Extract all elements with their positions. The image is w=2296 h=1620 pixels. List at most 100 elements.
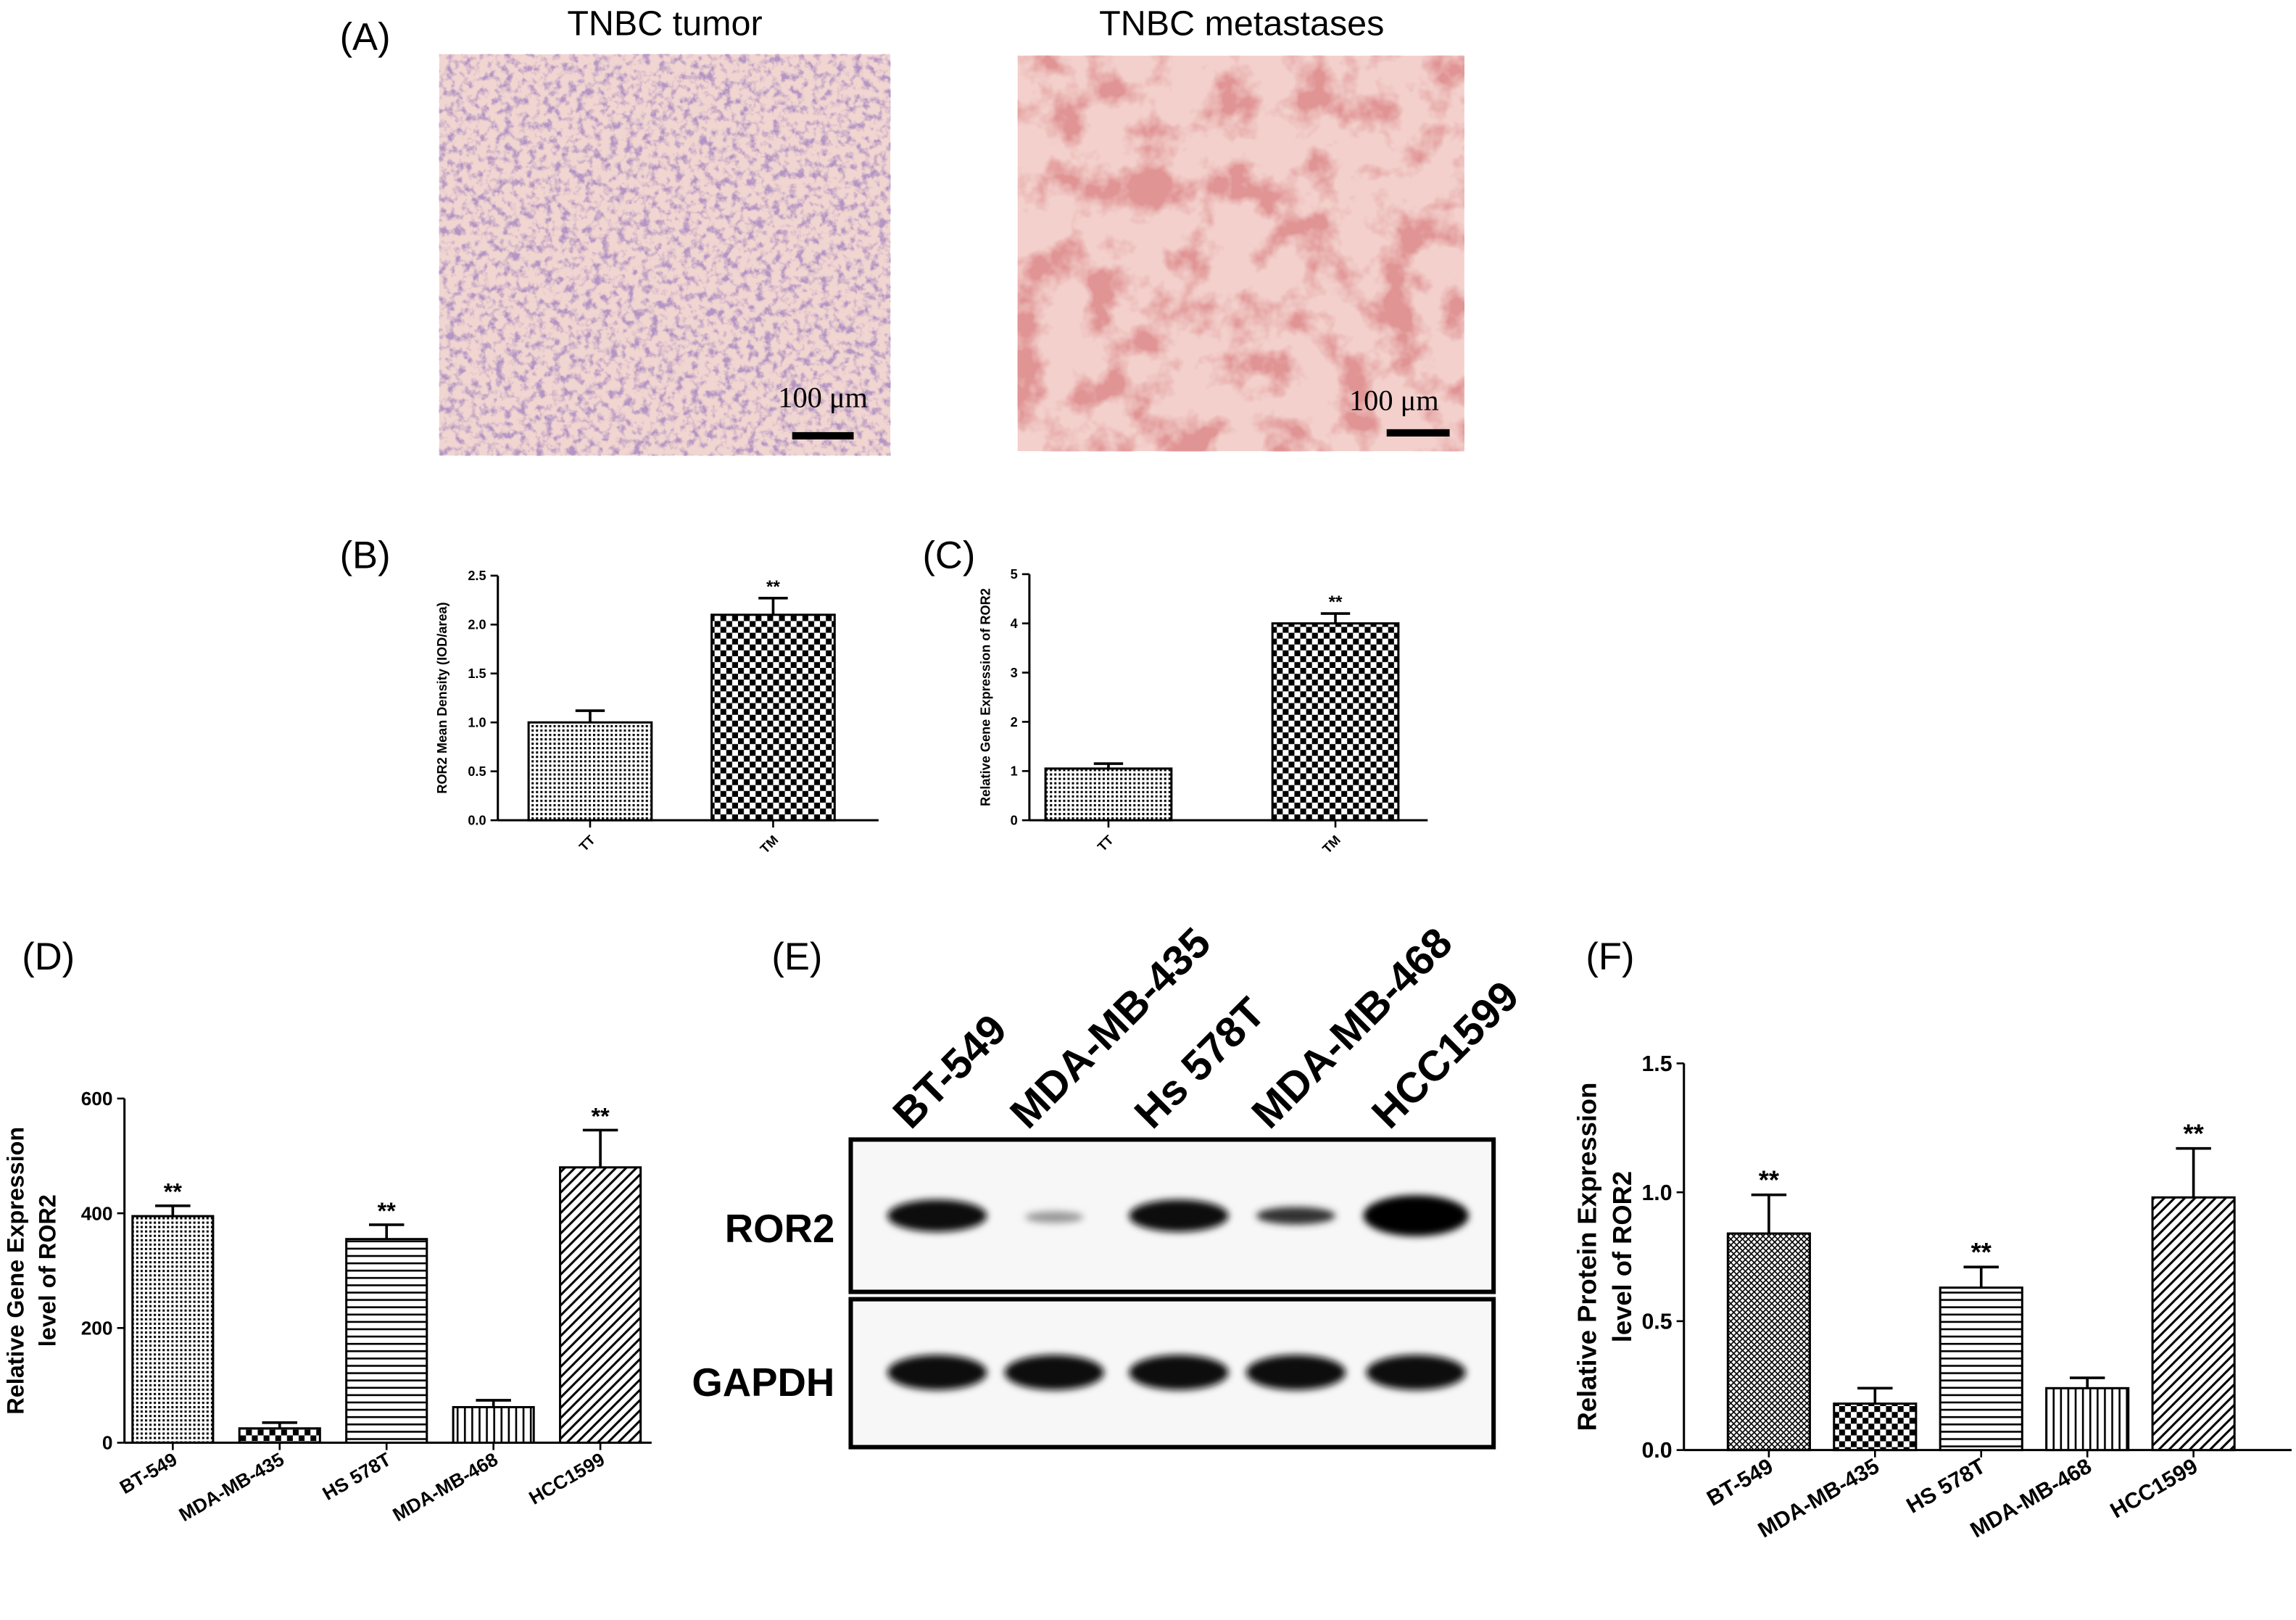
- bar: [559, 1166, 642, 1445]
- panel-label: (D): [22, 935, 75, 978]
- annotation: **: [378, 1198, 397, 1224]
- y-tick-label: 0: [1011, 814, 1018, 828]
- y-tick-label: 1.5: [1641, 1052, 1672, 1076]
- lane-label: BT-549: [884, 1006, 1016, 1138]
- annotation: **: [1329, 592, 1343, 612]
- annotation: **: [2183, 1119, 2204, 1149]
- row-label: GAPDH: [692, 1360, 834, 1405]
- bar: [2045, 1386, 2130, 1452]
- y-tick-label: 0.5: [1641, 1310, 1672, 1334]
- bar: [1044, 767, 1173, 822]
- scale-bar-label: 100 μm: [1349, 384, 1439, 417]
- error-bar: [2069, 1376, 2105, 1389]
- band: [1129, 1355, 1229, 1390]
- y-tick-label: 2.0: [468, 618, 486, 632]
- y-tick-label: 1.0: [468, 716, 486, 730]
- y-tick-label: 400: [81, 1202, 113, 1224]
- x-tick-label: BT-549: [1703, 1454, 1778, 1511]
- band: [1363, 1195, 1469, 1236]
- y-tick-label: 0: [102, 1432, 113, 1454]
- error-bar: [575, 709, 605, 723]
- panel-label: (B): [340, 534, 391, 577]
- band: [1004, 1355, 1104, 1390]
- x-tick-label: TM: [758, 832, 782, 856]
- bar: [1833, 1402, 1918, 1452]
- bar: [452, 1405, 535, 1445]
- bar: [527, 721, 653, 822]
- bar: [1726, 1232, 1811, 1452]
- bar: [1271, 622, 1400, 822]
- error-bar: [758, 597, 788, 615]
- band: [1246, 1355, 1346, 1390]
- y-tick-label: 200: [81, 1318, 113, 1339]
- y-axis-label: ROR2 Mean Density (IOD/area): [435, 602, 449, 793]
- x-tick-label: HCC1599: [525, 1448, 608, 1509]
- scale-bar-label: 100 μm: [778, 381, 868, 414]
- x-tick-label: MDA-MB-435: [1754, 1454, 1883, 1542]
- y-axis-label: Relative Gene Expression of ROR2: [978, 588, 992, 806]
- panel-label: (F): [1586, 935, 1634, 978]
- x-tick-label: HS 578T: [319, 1448, 395, 1505]
- error-bar: [155, 1204, 191, 1217]
- error-bar: [2176, 1146, 2211, 1198]
- band: [1366, 1355, 1466, 1390]
- bar: [238, 1427, 321, 1445]
- annotation: **: [1759, 1165, 1780, 1195]
- blot-bands: [887, 1195, 1469, 1390]
- bar: [710, 613, 836, 822]
- image-title: TNBC metastases: [1099, 4, 1384, 44]
- error-bar: [1857, 1386, 1893, 1404]
- scale-bar: [792, 431, 854, 439]
- band: [887, 1355, 987, 1390]
- y-tick-label: 2.5: [468, 569, 486, 583]
- annotation: **: [1971, 1237, 1992, 1267]
- error-bar: [476, 1399, 511, 1408]
- y-tick-label: 0.0: [468, 814, 486, 828]
- y-tick-label: 600: [81, 1088, 113, 1109]
- panel-label: (E): [771, 935, 822, 978]
- scale-bar: [1386, 429, 1450, 437]
- error-bar: [1963, 1265, 1999, 1288]
- x-tick-label: BT-549: [116, 1448, 181, 1498]
- error-bar: [1320, 612, 1351, 624]
- x-tick-label: TT: [576, 832, 598, 854]
- error-bar: [1093, 762, 1124, 769]
- error-bar: [368, 1223, 405, 1239]
- y-tick-label: 2: [1011, 715, 1018, 730]
- y-tick-label: 0.0: [1641, 1439, 1672, 1463]
- panel-label: (A): [340, 16, 391, 59]
- band: [1256, 1207, 1336, 1225]
- band: [887, 1199, 987, 1232]
- error-bar: [262, 1421, 298, 1429]
- x-tick-label: HS 578T: [1902, 1454, 1989, 1518]
- micrograph: [439, 54, 891, 456]
- x-tick-label: MDA-MB-468: [1967, 1454, 2096, 1542]
- y-axis-label: Relative Protein Expression: [1572, 1083, 1602, 1431]
- annotation: **: [592, 1103, 610, 1129]
- y-tick-label: 3: [1011, 666, 1018, 680]
- x-tick-label: MDA-MB-468: [389, 1448, 502, 1526]
- error-bar: [582, 1128, 618, 1168]
- band: [1024, 1211, 1084, 1223]
- y-tick-label: 5: [1011, 567, 1018, 582]
- bar: [345, 1238, 428, 1445]
- panel-label: (C): [922, 534, 975, 577]
- band: [1129, 1199, 1229, 1232]
- y-tick-label: 1.0: [1641, 1181, 1672, 1205]
- y-axis-label: Relative Gene Expression: [2, 1127, 28, 1415]
- x-tick-label: TM: [1319, 832, 1343, 856]
- y-tick-label: 4: [1011, 616, 1018, 631]
- y-tick-label: 0.5: [468, 764, 486, 779]
- bar: [131, 1215, 215, 1445]
- y-axis-label: level of ROR2: [1607, 1171, 1637, 1342]
- bar: [2151, 1196, 2236, 1452]
- bar: [1939, 1286, 2023, 1452]
- micrograph: [1017, 55, 1464, 452]
- annotation: **: [164, 1179, 183, 1205]
- y-tick-label: 1: [1011, 764, 1018, 779]
- y-tick-label: 1.5: [468, 666, 486, 681]
- x-tick-label: TT: [1095, 832, 1116, 854]
